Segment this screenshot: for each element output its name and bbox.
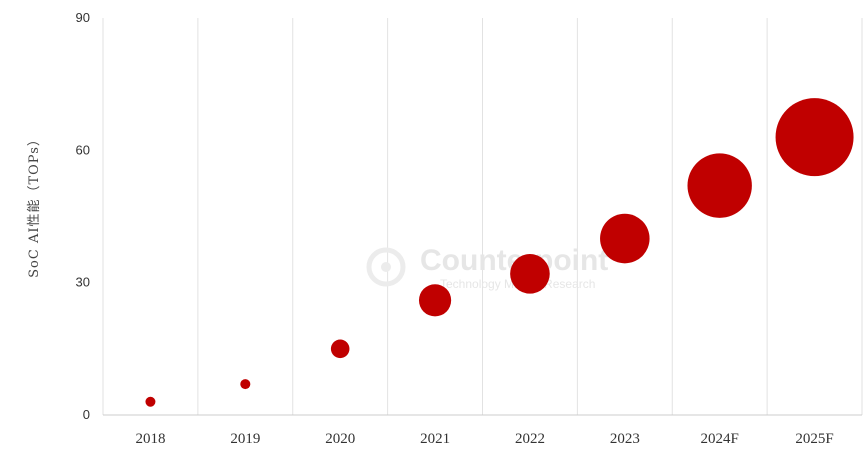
data-bubble xyxy=(687,153,752,218)
x-tick-label: 2024F xyxy=(701,431,739,447)
x-tick-label: 2023 xyxy=(610,431,640,447)
data-bubble xyxy=(330,339,350,359)
y-tick-label: 60 xyxy=(76,142,90,157)
data-bubble xyxy=(600,213,650,264)
x-tick-label: 2025F xyxy=(795,431,833,447)
data-bubble xyxy=(240,379,251,390)
x-tick-label: 2018 xyxy=(135,431,165,447)
grid-lines xyxy=(102,18,863,415)
data-bubble xyxy=(145,396,156,407)
data-bubble xyxy=(775,98,854,177)
y-tick-label: 0 xyxy=(83,407,90,422)
y-axis-label: SoC AI性能（TOPs） xyxy=(27,132,42,278)
y-tick-label: 30 xyxy=(76,275,90,290)
x-tick-label: 2021 xyxy=(420,431,450,447)
data-bubble xyxy=(510,254,550,294)
data-bubble xyxy=(418,284,452,317)
bubbles xyxy=(145,98,854,407)
y-tick-label: 90 xyxy=(76,10,90,25)
y-tick-labels: 0 30 60 90 xyxy=(76,10,90,422)
x-tick-label: 2020 xyxy=(325,431,355,447)
x-tick-label: 2022 xyxy=(515,431,545,447)
x-tick-label: 2019 xyxy=(230,431,260,447)
watermark-logo: Counterpoint Technology Market Research xyxy=(366,244,608,291)
x-tick-labels: 2018 2019 2020 2021 2022 2023 2024F 2025F xyxy=(135,431,833,447)
